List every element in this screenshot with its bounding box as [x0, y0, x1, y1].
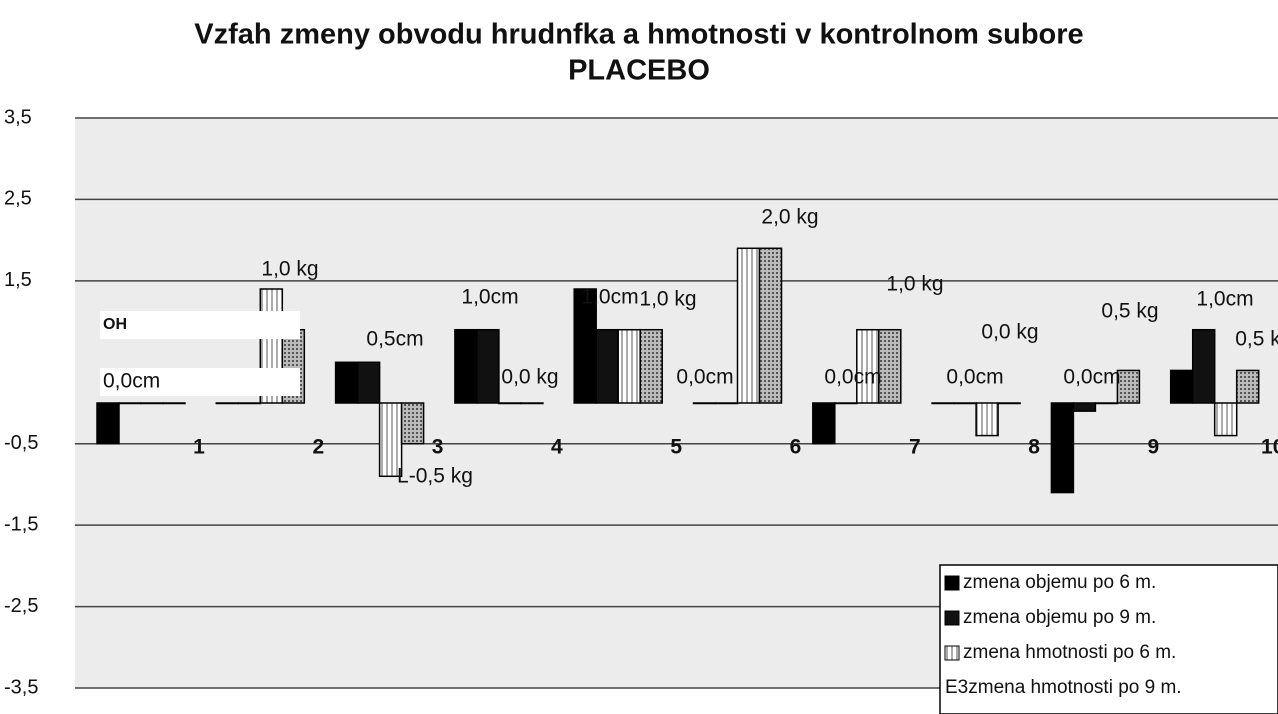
- bar: [692, 402, 717, 405]
- overlay-label: 0,0cm: [103, 370, 160, 393]
- chart-title: Vzfah zmeny obvodu hrudnfka a hmotnosti …: [194, 19, 1083, 51]
- bar: [931, 402, 955, 405]
- bar-annotation: 0,5 kg: [1101, 300, 1158, 323]
- legend-label: zmena objemu po 9 m.: [963, 607, 1156, 628]
- bar: [454, 328, 478, 404]
- bar: [758, 247, 783, 404]
- bar: [520, 402, 544, 405]
- bar: [476, 328, 500, 404]
- bar-annotation: 0,0cm: [946, 366, 1003, 389]
- legend-label: zmena objemu po 6 m.: [963, 572, 1156, 593]
- legend-swatch: [944, 575, 960, 591]
- bar-annotation: 1,0cm: [1196, 288, 1253, 311]
- x-tick-label: 5: [670, 436, 682, 459]
- bar: [1116, 369, 1141, 404]
- bar: [1191, 328, 1216, 404]
- bar: [1169, 369, 1194, 404]
- legend-swatch: [944, 645, 960, 661]
- bar: [237, 402, 262, 405]
- bar: [1235, 369, 1260, 404]
- legend-swatch: [944, 610, 960, 626]
- y-tick-label: -3,5: [4, 676, 38, 698]
- bar-annotation: L-0,5 kg: [397, 465, 473, 488]
- bar: [639, 328, 663, 404]
- bar-annotation: 1,0 kg: [886, 273, 943, 296]
- bar-annotation: 1,0 kg: [261, 258, 318, 281]
- x-tick-label: 9: [1148, 436, 1160, 459]
- bar: [498, 402, 522, 405]
- bar-annotation: 1,0cm: [581, 286, 638, 309]
- y-tick-label: 2,5: [4, 188, 32, 210]
- bar: [400, 402, 425, 445]
- bar: [1072, 402, 1097, 412]
- bar-annotation: 0,5 k: [1235, 328, 1278, 351]
- bar: [334, 361, 359, 404]
- y-tick-label: 3,5: [4, 106, 32, 128]
- bar: [953, 402, 977, 405]
- bar-annotation: 0,0 kg: [501, 366, 558, 389]
- bar: [1050, 402, 1075, 494]
- y-tick-label: -0,5: [4, 432, 38, 454]
- bar-annotation: 0,0cm: [1063, 366, 1120, 389]
- legend-label: zmena hmotnosti po 6 m.: [963, 642, 1176, 663]
- bar: [617, 328, 641, 404]
- bar: [118, 402, 142, 405]
- bar: [878, 328, 902, 404]
- x-tick-label: 3: [432, 436, 444, 459]
- bar: [812, 402, 836, 445]
- bar-annotation: 0,5cm: [366, 328, 423, 351]
- bar: [595, 328, 619, 404]
- overlay-box: [100, 368, 300, 396]
- bar: [975, 402, 999, 437]
- bar-annotation: 2,0 kg: [761, 206, 818, 229]
- overlay-box: [100, 311, 300, 339]
- bar: [140, 402, 164, 405]
- x-tick-label: 8: [1028, 436, 1040, 459]
- bar-annotation: 1,0cm: [461, 286, 518, 309]
- chart-subtitle: PLACEBO: [568, 55, 710, 87]
- overlay-label: OH: [103, 316, 127, 333]
- x-tick-label: 4: [551, 436, 563, 459]
- bar: [215, 402, 240, 405]
- bar: [736, 247, 761, 404]
- bar-annotation: 0,0cm: [676, 366, 733, 389]
- bar-annotation: 1,0 kg: [639, 288, 696, 311]
- bar: [1094, 402, 1119, 405]
- bar: [96, 402, 120, 445]
- bar: [997, 402, 1021, 405]
- bar: [714, 402, 739, 405]
- legend-box: [939, 564, 1278, 714]
- bar-annotation: 0,0cm: [824, 366, 881, 389]
- y-tick-label: -1,5: [4, 513, 38, 535]
- bar: [1213, 402, 1238, 437]
- bar: [834, 402, 858, 405]
- bar-annotation: 0,0 kg: [981, 321, 1038, 344]
- legend-label: E3zmena hmotnosti po 9 m.: [945, 677, 1182, 698]
- x-tick-label: 2: [312, 436, 324, 459]
- x-tick-label: 6: [790, 436, 802, 459]
- bar: [162, 402, 186, 405]
- y-tick-label: 1,5: [4, 269, 32, 291]
- bar: [356, 361, 381, 404]
- x-tick-label: 7: [909, 436, 921, 459]
- y-tick-label: -2,5: [4, 595, 38, 617]
- x-tick-label: 10: [1261, 436, 1278, 459]
- x-tick-label: 1: [193, 436, 205, 459]
